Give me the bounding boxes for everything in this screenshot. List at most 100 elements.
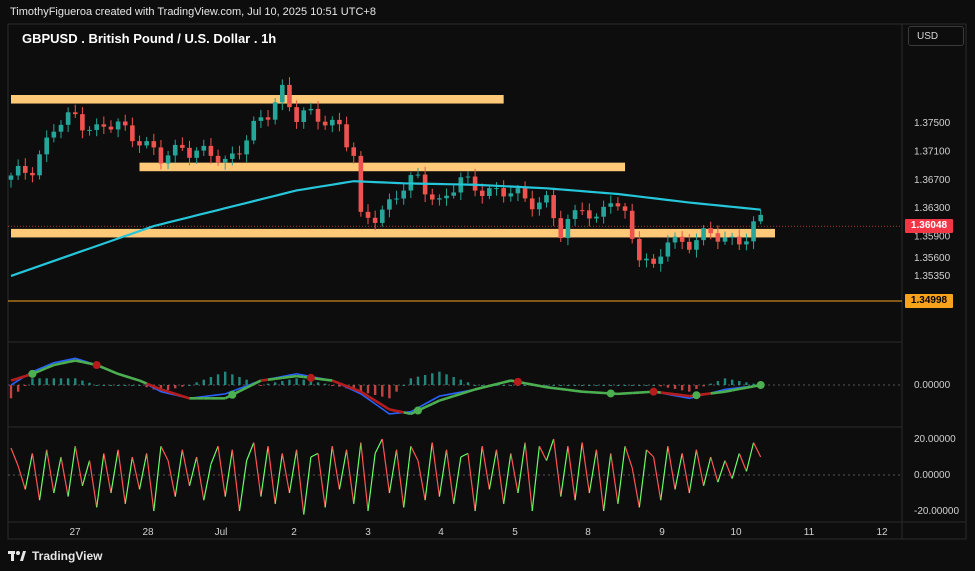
macd-cross-marker[interactable] [306,373,315,382]
candle-body[interactable] [101,124,107,127]
candle-body[interactable] [679,236,685,242]
candle-body[interactable] [694,240,699,250]
candle-body[interactable] [15,165,21,176]
candle-body[interactable] [272,102,278,120]
candle-body[interactable] [251,120,257,141]
candle-body[interactable] [594,216,599,219]
candle-body[interactable] [494,188,499,190]
candle-body[interactable] [401,190,406,199]
candle-body[interactable] [622,206,628,211]
candle-body[interactable] [30,172,35,176]
candle-body[interactable] [230,153,235,159]
moving-average-line[interactable] [10,180,761,277]
support-resistance-zone[interactable] [11,95,504,104]
candle-body[interactable] [315,108,321,122]
candle-body[interactable] [651,258,656,264]
candle-body[interactable] [572,210,578,219]
candle-body[interactable] [558,218,564,239]
candle-body[interactable] [165,155,171,164]
candle-body[interactable] [415,174,421,176]
candle-body[interactable] [672,236,678,243]
candle-body[interactable] [722,237,728,242]
candle-body[interactable] [629,210,635,239]
candle-body[interactable] [194,150,199,158]
candle-body[interactable] [665,242,671,257]
candle-body[interactable] [158,147,164,164]
support-resistance-zone[interactable] [139,162,626,172]
candle-body[interactable] [51,131,57,138]
candle-body[interactable] [358,155,364,212]
candle-body[interactable] [758,214,763,222]
candle-body[interactable] [515,188,521,194]
candle-body[interactable] [701,228,706,241]
candle-body[interactable] [529,198,535,210]
candle-body[interactable] [537,202,542,210]
candle-body[interactable] [172,144,178,156]
candle-body[interactable] [208,145,214,156]
candle-body[interactable] [187,147,192,158]
candle-body[interactable] [729,236,735,238]
candle-body[interactable] [115,121,121,130]
candle-body[interactable] [94,124,99,130]
candle-body[interactable] [65,112,71,125]
candle-body[interactable] [44,137,49,155]
candle-body[interactable] [151,141,157,148]
candle-body[interactable] [337,119,342,125]
macd-cross-marker[interactable] [649,387,658,396]
candle-body[interactable] [637,238,642,261]
candle-body[interactable] [87,129,92,131]
tradingview-logo[interactable]: TradingView [8,549,102,563]
candle-body[interactable] [58,124,64,132]
candle-body[interactable] [451,192,456,196]
candle-body[interactable] [579,210,585,212]
candle-body[interactable] [587,210,592,219]
candle-body[interactable] [479,190,485,196]
candle-body[interactable] [365,211,371,218]
currency-selector[interactable]: USD [908,26,964,46]
candle-body[interactable] [601,206,606,217]
macd-cross-marker[interactable] [28,369,37,378]
candle-body[interactable] [465,176,471,178]
candle-body[interactable] [379,209,385,223]
candle-body[interactable] [280,84,285,103]
candle-body[interactable] [344,124,349,148]
candle-body[interactable] [644,258,649,261]
candle-body[interactable] [544,195,549,203]
candle-body[interactable] [472,176,478,191]
candle-body[interactable] [137,141,142,146]
candle-body[interactable] [72,112,78,115]
macd-cross-marker[interactable] [606,389,615,398]
candle-body[interactable] [37,154,42,176]
candle-body[interactable] [487,188,492,196]
macd-cross-marker[interactable] [228,390,237,399]
candle-body[interactable] [751,221,756,242]
candle-body[interactable] [322,121,328,126]
candle-body[interactable] [130,125,135,142]
candle-body[interactable] [8,175,14,180]
candle-body[interactable] [429,194,435,200]
candle-body[interactable] [237,153,242,155]
candle-body[interactable] [122,121,128,126]
candle-body[interactable] [444,195,449,199]
symbol-title[interactable]: GBPUSD . British Pound / U.S. Dollar . 1… [22,31,277,46]
candle-body[interactable] [201,145,207,151]
candle-body[interactable] [608,203,614,207]
candle-body[interactable] [372,217,378,223]
candle-body[interactable] [287,84,292,108]
macd-cross-marker[interactable] [692,391,701,400]
candle-body[interactable] [615,203,621,207]
candle-body[interactable] [258,117,264,121]
support-resistance-zone[interactable] [11,228,775,238]
candle-body[interactable] [330,119,335,126]
candle-body[interactable] [715,233,721,242]
candle-body[interactable] [22,165,28,173]
candle-body[interactable] [80,114,85,131]
candle-body[interactable] [522,188,528,199]
candle-body[interactable] [180,144,185,148]
candle-body[interactable] [565,218,571,239]
candle-body[interactable] [244,140,249,155]
candle-body[interactable] [144,141,149,146]
candle-body[interactable] [294,107,299,122]
candle-body[interactable] [222,158,228,163]
